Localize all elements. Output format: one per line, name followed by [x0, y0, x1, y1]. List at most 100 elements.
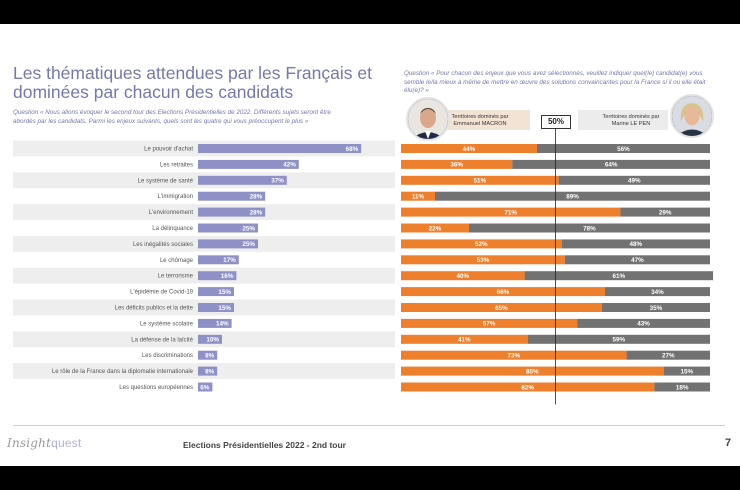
bar-value-label: 17%: [223, 257, 236, 264]
bar-macron: [401, 255, 565, 265]
macron-header-label: Territoires dominés par Emmanuel MACRON: [451, 114, 509, 127]
macron-value-label: 71%: [504, 209, 517, 216]
macron-value-label: 22%: [429, 225, 442, 232]
title-line-2: dominées par chacun des candidats: [13, 82, 294, 102]
bar-value-label: 14%: [216, 321, 229, 328]
category-label: L'environnement: [149, 210, 194, 216]
bar-value-label: 8%: [205, 368, 215, 375]
category-label: Le pouvoir d'achat: [144, 147, 193, 153]
lepen-header-label: Territoires dominés par Marine LE PEN: [602, 114, 660, 127]
bar-value-label: 37%: [271, 178, 284, 185]
bar-thematique: [198, 382, 213, 392]
bar-thematique: [198, 207, 266, 217]
lepen-header-band: [578, 110, 668, 130]
macron-value-label: 51%: [473, 178, 486, 185]
bar-thematique: [198, 159, 299, 169]
lepen-value-label: 61%: [613, 273, 626, 280]
bar-lepen: [564, 255, 710, 265]
bar-lepen: [663, 366, 710, 376]
macron-value-label: 85%: [526, 368, 539, 375]
macron-value-label: 11%: [412, 194, 425, 201]
macron-value-label: 41%: [458, 337, 471, 344]
lepen-value-label: 78%: [583, 225, 596, 232]
bar-macron: [401, 318, 578, 328]
lepen-value-label: 64%: [605, 162, 618, 169]
bar-thematique: [198, 223, 258, 233]
title-line-1: Les thématiques attendues par les França…: [13, 63, 372, 83]
lepen-value-label: 59%: [613, 337, 626, 344]
macron-value-label: 52%: [475, 241, 488, 248]
lepen-value-label: 43%: [637, 321, 650, 328]
bar-lepen: [558, 175, 710, 185]
lepen-value-label: 48%: [630, 241, 643, 248]
lepen-value-label: 34%: [651, 289, 664, 296]
question-left: Question « Nous allons évoquer le second…: [13, 109, 331, 125]
bar-thematique: [198, 287, 234, 297]
macron-value-label: 40%: [456, 273, 469, 280]
footer-divider: [13, 425, 725, 426]
bar-thematique: [198, 350, 218, 360]
bar-macron: [401, 303, 602, 312]
lepen-value-label: 47%: [631, 257, 644, 264]
bar-value-label: 8%: [205, 353, 215, 360]
macron-value-label: 57%: [483, 321, 496, 328]
bar-lepen: [604, 287, 710, 297]
lepen-value-label: 18%: [676, 384, 689, 391]
bar-value-label: 68%: [346, 146, 359, 153]
macron-avatar: [406, 97, 450, 141]
bar-value-label: 16%: [221, 273, 234, 280]
category-label: La défense de la laïcité: [131, 337, 193, 343]
page-title: Les thématiques attendues par les França…: [13, 64, 393, 102]
lepen-value-label: 29%: [659, 209, 672, 216]
category-label: Les inégalités sociales: [133, 242, 193, 248]
bar-value-label: 42%: [283, 162, 296, 169]
bar-macron: [401, 334, 528, 344]
lepen-value-label: 56%: [617, 146, 630, 153]
bar-value-label: 15%: [218, 289, 231, 296]
category-label: Le système de santé: [138, 178, 194, 184]
macron-value-label: 53%: [477, 257, 490, 264]
bar-thematique: [198, 191, 266, 201]
lepen-value-label: 27%: [662, 353, 675, 360]
bar-macron: [401, 159, 513, 169]
bar-value-label: 25%: [242, 241, 255, 248]
macron-value-label: 65%: [495, 305, 508, 312]
bar-lepen: [536, 144, 710, 153]
bar-macron: [401, 239, 562, 249]
page-number: 7: [725, 437, 732, 449]
macron-value-label: 73%: [507, 353, 520, 360]
bar-thematique: [198, 318, 232, 328]
macron-value-label: 66%: [497, 289, 510, 296]
lepen-value-label: 89%: [566, 194, 579, 201]
bar-thematique: [198, 271, 237, 281]
category-label: Le terrorisme: [158, 274, 194, 280]
category-label: Le système scolaire: [140, 321, 194, 327]
bar-macron: [401, 191, 435, 201]
category-label: L'épidémie de Covid-19: [130, 290, 194, 296]
bar-lepen: [512, 159, 710, 169]
bar-value-label: 25%: [242, 225, 255, 232]
bar-macron: [401, 382, 655, 392]
bar-lepen: [468, 223, 710, 233]
category-label: La délinquance: [152, 226, 193, 232]
bar-lepen: [620, 207, 710, 217]
lepen-value-label: 49%: [628, 178, 641, 185]
bar-value-label: 15%: [218, 305, 231, 312]
bar-macron: [401, 271, 525, 281]
bar-thematique: [198, 144, 362, 153]
bar-lepen: [524, 271, 714, 281]
slide: Les thématiques attendues par les França…: [0, 24, 740, 466]
question-right: Question « Pour chacun des enjeux que vo…: [404, 70, 706, 94]
macron-value-label: 36%: [450, 162, 463, 169]
charts-canvas: Le pouvoir d'achat 68% 44% 56% Les retraites…: [13, 128, 714, 405]
macron-value-label: 82%: [521, 384, 534, 391]
bar-thematique: [198, 255, 239, 265]
bar-thematique: [198, 239, 258, 249]
bar-value-label: 28%: [250, 194, 263, 201]
bar-macron: [401, 207, 621, 217]
bar-thematique: [198, 334, 222, 344]
bar-lepen: [434, 191, 710, 201]
category-label: Les déficits publics et la dette: [115, 306, 194, 312]
category-label: Les questions européennes: [119, 385, 193, 391]
category-label: Le rôle de la France dans la diplomatie …: [52, 369, 194, 375]
